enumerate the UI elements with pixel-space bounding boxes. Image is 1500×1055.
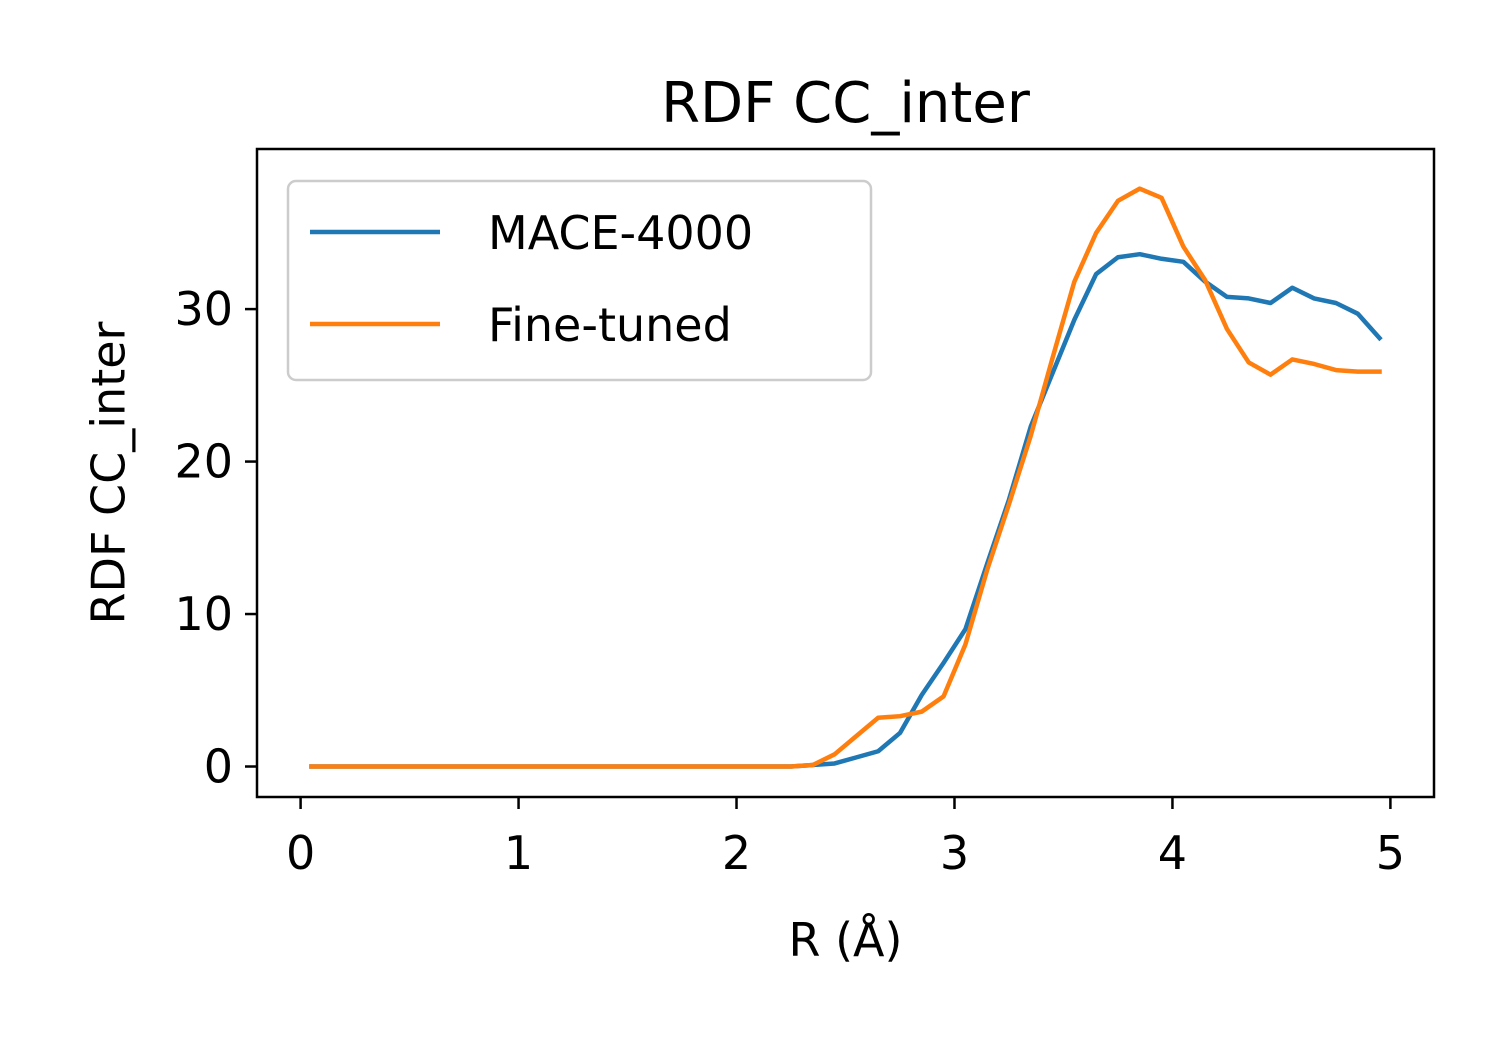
x-tick-label: 5 <box>1376 826 1405 880</box>
y-tick-label: 10 <box>174 587 233 641</box>
y-axis-title: RDF CC_inter <box>82 321 136 624</box>
legend-label-2: Fine-tuned <box>488 298 732 352</box>
axes-frame <box>255 147 1436 799</box>
legend-label-1: MACE-4000 <box>488 206 753 260</box>
y-tick-label: 0 <box>204 740 233 794</box>
chart-title: RDF CC_inter <box>661 71 1031 136</box>
x-tick-label: 1 <box>504 826 533 880</box>
x-tick-label: 3 <box>940 826 969 880</box>
y-tick-label: 30 <box>174 282 233 336</box>
series-line-2 <box>309 186 1382 769</box>
x-tick-label: 4 <box>1158 826 1187 880</box>
legend: MACE-4000 Fine-tuned <box>286 179 873 382</box>
ticks-layer: 0 1 2 3 4 5 0 10 20 30 <box>174 282 1405 880</box>
y-tick-label: 20 <box>174 435 233 489</box>
x-tick-label: 0 <box>286 826 315 880</box>
x-tick-label: 2 <box>722 826 751 880</box>
x-axis-title: R (Å) <box>789 913 903 967</box>
series-layer <box>309 186 1383 769</box>
